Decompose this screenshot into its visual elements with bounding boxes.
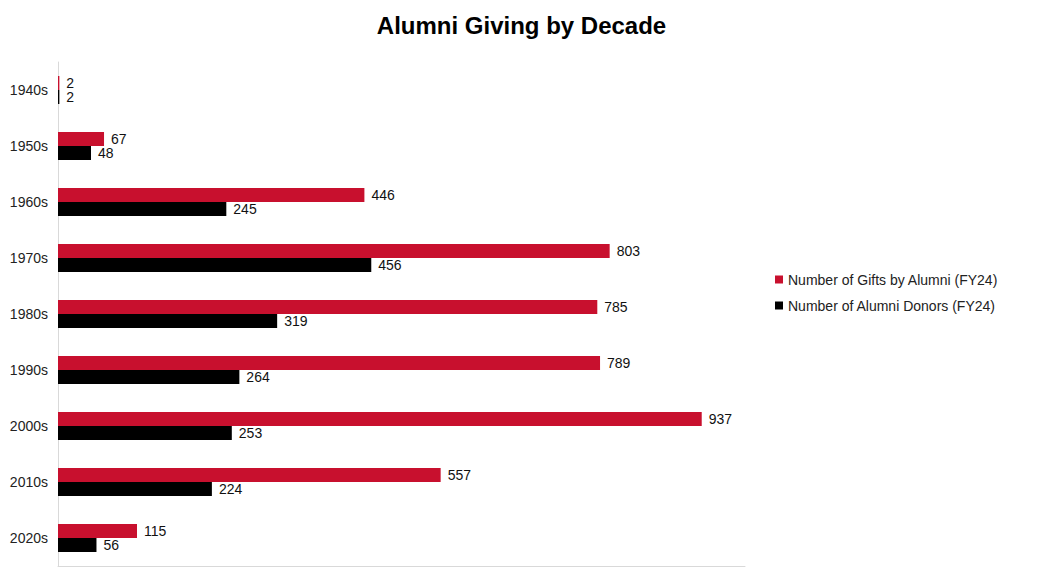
svg-text:319: 319 [284,313,308,329]
svg-text:557: 557 [448,467,472,483]
svg-text:264: 264 [246,369,270,385]
svg-text:2020s: 2020s [10,530,48,546]
svg-text:2010s: 2010s [10,474,48,490]
svg-text:224: 224 [219,481,243,497]
svg-text:1980s: 1980s [10,306,48,322]
svg-text:1970s: 1970s [10,250,48,266]
svg-text:1960s: 1960s [10,194,48,210]
svg-text:2: 2 [66,89,74,105]
svg-text:446: 446 [371,187,395,203]
svg-text:253: 253 [239,425,263,441]
svg-text:67: 67 [111,131,127,147]
svg-text:456: 456 [378,257,402,273]
svg-text:1940s: 1940s [10,82,48,98]
svg-text:803: 803 [617,243,641,259]
svg-text:Number of Alumni Donors (FY24): Number of Alumni Donors (FY24) [788,298,995,314]
svg-text:2: 2 [66,75,75,91]
svg-text:2000s: 2000s [10,418,48,434]
svg-text:Alumni Giving by Decade: Alumni Giving by Decade [377,12,666,39]
svg-text:Number of Gifts by Alumni (FY2: Number of Gifts by Alumni (FY24) [788,272,997,288]
svg-text:937: 937 [709,411,733,427]
svg-text:245: 245 [233,201,257,217]
svg-text:115: 115 [144,523,167,539]
svg-text:56: 56 [103,537,119,553]
svg-text:48: 48 [98,145,114,161]
svg-text:789: 789 [607,355,631,371]
svg-text:1950s: 1950s [10,138,48,154]
svg-text:785: 785 [604,299,628,315]
svg-text:1990s: 1990s [10,362,48,378]
